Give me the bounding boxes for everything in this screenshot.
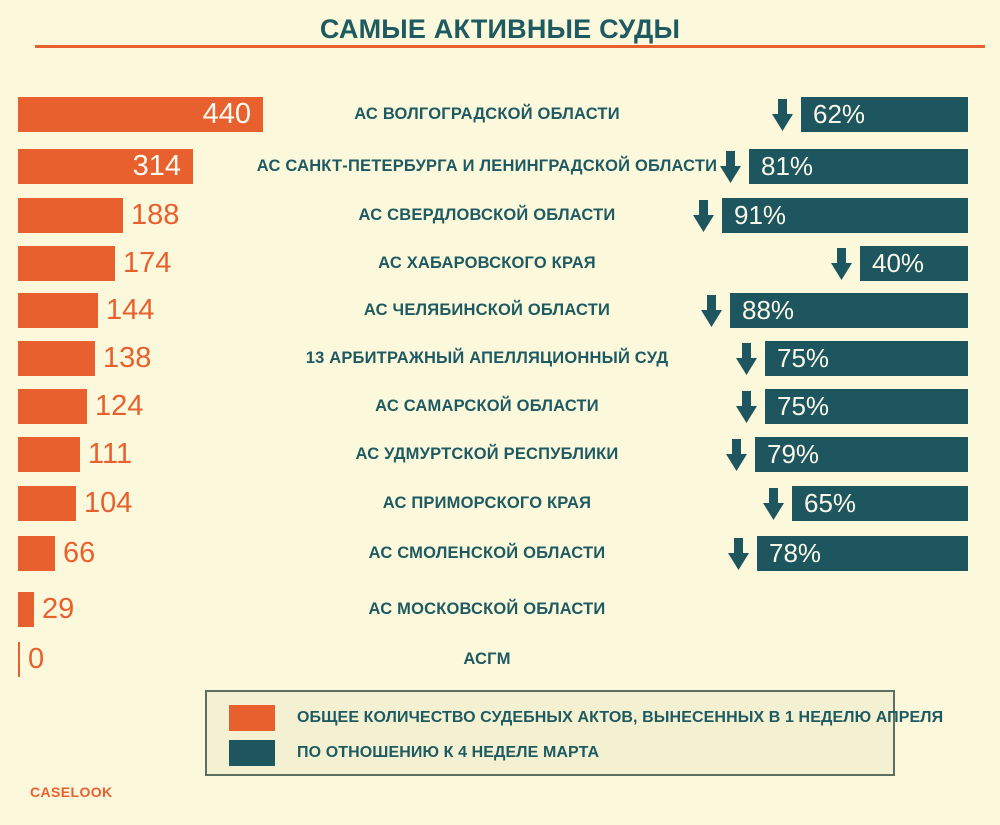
orange-swatch-icon [229,705,275,731]
count-bar [18,592,34,627]
percent-bar: 79% [755,437,968,472]
legend-label: ПО ОТНОШЕНИЮ К 4 НЕДЕЛЕ МАРТА [297,744,600,761]
percent-value: 75% [777,391,830,421]
bar-row: 124 АС САМАРСКОЙ ОБЛАСТИ 75% [0,389,1000,424]
count-bar [18,198,123,233]
percent-value: 78% [769,538,822,568]
decrease-arrow-icon [736,391,757,423]
bar-row: 0 АСГМ [0,642,1000,677]
legend: ОБЩЕЕ КОЛИЧЕСТВО СУДЕБНЫХ АКТОВ, ВЫНЕСЕН… [205,690,943,776]
percent-value: 40% [872,248,925,278]
count-value: 104 [84,487,133,519]
bar-row: 314 АС САНКТ-ПЕТЕРБУРГА И ЛЕНИНГРАДСКОЙ О… [0,149,1000,184]
bar-row: 144 АС ЧЕЛЯБИНСКОЙ ОБЛАСТИ 88% [0,293,1000,328]
percent-bar: 40% [860,246,968,281]
bar-row: 66 АС СМОЛЕНСКОЙ ОБЛАСТИ 78% [0,536,1000,571]
bar-row: 440 АС ВОЛГОГРАДСКОЙ ОБЛАСТИ 62% [0,97,1000,132]
percent-bar: 88% [730,293,968,328]
page-title: САМЫЕ АКТИВНЫЕ СУДЫ [319,14,681,44]
bar-chart: 440 АС ВОЛГОГРАДСКОЙ ОБЛАСТИ 62% 314 АС САНК… [0,97,1000,677]
percent-bar: 81% [749,149,968,184]
count-value: 138 [103,342,152,374]
decrease-arrow-icon [720,151,741,183]
percent-bar: 91% [722,198,968,233]
count-value: 440 [202,98,251,130]
court-name-label: АС СМОЛЕНСКОЙ ОБЛАСТИ [368,544,606,562]
percent-value: 75% [777,343,830,373]
court-name-label: АСГМ [463,650,511,668]
court-name-label: АС ХАБАРОВСКОГО КРАЯ [378,254,596,272]
count-bar [18,437,80,472]
count-bar [18,246,115,281]
count-bar: 440 [18,97,263,132]
court-name-label: 13 АРБИТРАЖНЫЙ АПЕЛЛЯЦИОННЫЙ СУД [305,349,669,367]
court-name-label: АС УДМУРТСКОЙ РЕСПУБЛИКИ [355,445,619,463]
count-value: 0 [28,643,45,675]
decrease-arrow-icon [736,343,757,375]
title-underline [35,45,985,48]
bar-row: 29 АС МОСКОВСКОЙ ОБЛАСТИ [0,592,1000,627]
legend-label: ОБЩЕЕ КОЛИЧЕСТВО СУДЕБНЫХ АКТОВ, ВЫНЕСЕН… [297,709,944,726]
count-value: 314 [132,150,181,182]
court-name-label: АС ПРИМОРСКОГО КРАЯ [382,494,592,512]
court-name-label: АС САМАРСКОЙ ОБЛАСТИ [375,397,599,415]
bar-row: 188 АС СВЕРДЛОВСКОЙ ОБЛАСТИ 91% [0,198,1000,233]
percent-bar: 75% [765,341,968,376]
bar-row: 104 АС ПРИМОРСКОГО КРАЯ 65% [0,486,1000,521]
decrease-arrow-icon [763,488,784,520]
count-value: 29 [42,593,75,625]
percent-value: 88% [742,295,795,325]
count-bar [18,486,76,521]
count-value: 144 [106,294,155,326]
count-bar [18,642,20,677]
teal-swatch-icon [229,740,275,766]
percent-bar: 65% [792,486,968,521]
percent-bar: 75% [765,389,968,424]
decrease-arrow-icon [701,295,722,327]
decrease-arrow-icon [831,248,852,280]
court-name-label: АС СВЕРДЛОВСКОЙ ОБЛАСТИ [358,206,616,224]
decrease-arrow-icon [726,439,747,471]
percent-value: 62% [813,99,866,129]
count-bar [18,536,55,571]
caselook-logo: CASELOOK [30,784,113,800]
percent-bar: 62% [801,97,968,132]
count-value: 66 [63,537,96,569]
court-name-label: АС ЧЕЛЯБИНСКОЙ ОБЛАСТИ [363,301,611,319]
count-bar [18,293,98,328]
decrease-arrow-icon [728,538,749,570]
bar-row: 111 АС УДМУРТСКОЙ РЕСПУБЛИКИ 79% [0,437,1000,472]
count-bar: 314 [18,149,193,184]
bar-row: 138 13 АРБИТРАЖНЫЙ АПЕЛЛЯЦИОННЫЙ СУД 75% [0,341,1000,376]
percent-value: 81% [761,151,814,181]
decrease-arrow-icon [772,99,793,131]
percent-value: 91% [734,200,787,230]
count-value: 174 [123,247,172,279]
court-name-label: АС САНКТ-ПЕТЕРБУРГА И ЛЕНИНГРАДСКОЙ ОБЛА… [256,157,718,175]
count-bar [18,389,87,424]
count-value: 188 [131,199,180,231]
decrease-arrow-icon [693,200,714,232]
court-name-label: АС ВОЛГОГРАДСКОЙ ОБЛАСТИ [354,105,620,123]
percent-value: 79% [767,439,820,469]
bar-row: 174 АС ХАБАРОВСКОГО КРАЯ 40% [0,246,1000,281]
count-value: 124 [95,390,144,422]
count-value: 111 [88,438,133,470]
percent-bar: 78% [757,536,968,571]
count-bar [18,341,95,376]
percent-value: 65% [804,488,857,518]
court-name-label: АС МОСКОВСКОЙ ОБЛАСТИ [368,600,606,618]
